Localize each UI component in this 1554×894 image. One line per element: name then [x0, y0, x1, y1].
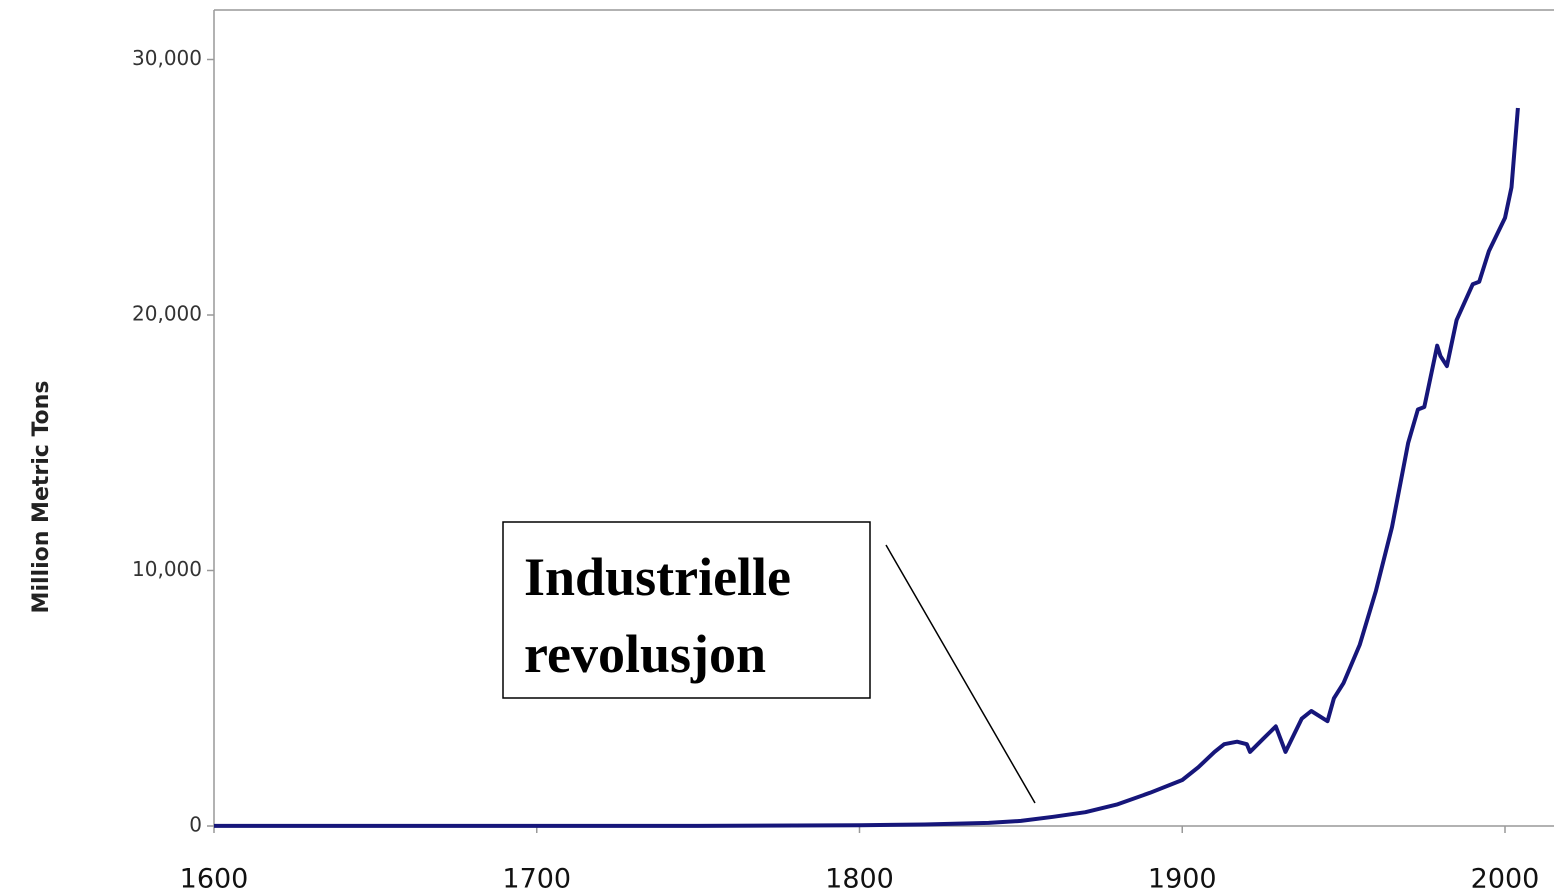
- x-tick-label: 1600: [180, 864, 249, 894]
- y-tick-label: 20,000: [132, 302, 202, 326]
- annotation-text: Industrielle: [524, 547, 791, 607]
- x-tick-label: 1700: [502, 864, 571, 894]
- annotation-box: [502, 521, 871, 699]
- y-tick-label: 0: [189, 813, 202, 837]
- y-tick-label: 10,000: [132, 557, 202, 581]
- y-tick-label: 30,000: [132, 46, 202, 70]
- x-tick-label: 1800: [825, 864, 894, 894]
- x-tick-label: 2000: [1471, 864, 1540, 894]
- y-axis-label: Million Metric Tons: [29, 381, 54, 614]
- x-tick-label: 1900: [1148, 864, 1217, 894]
- data-line: [214, 107, 1520, 828]
- annotation-text: revolusjon: [524, 624, 766, 684]
- annotation-pointer: [885, 544, 1036, 804]
